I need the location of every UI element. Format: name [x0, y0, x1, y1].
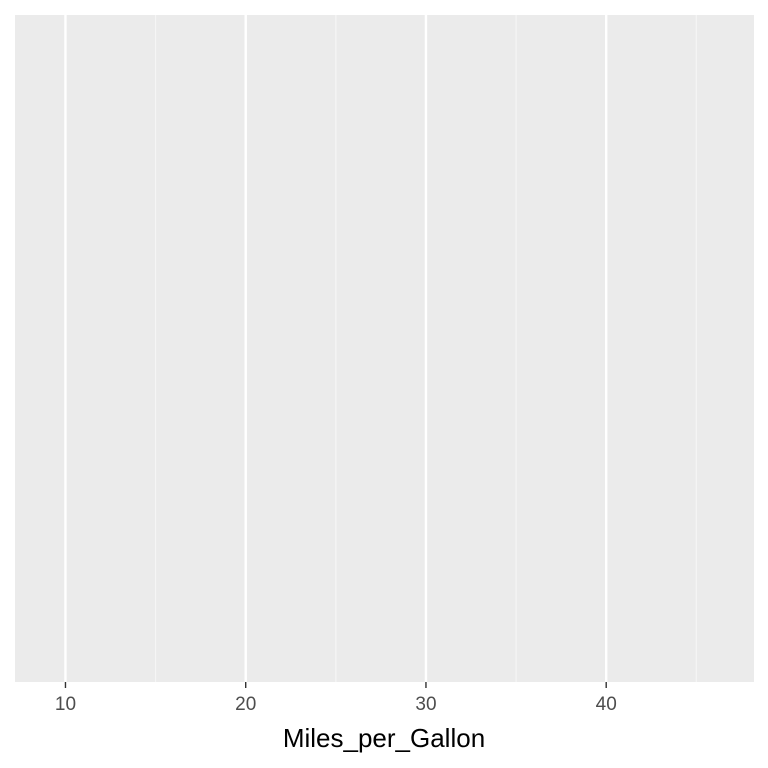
x-tick-label-40: 40 — [596, 694, 617, 715]
x-axis-ticks — [64, 682, 607, 688]
major-gridlines — [64, 15, 608, 682]
x-axis-title: Miles_per_Gallon — [283, 723, 485, 753]
minor-gridlines — [154, 15, 697, 682]
x-tick-label-20: 20 — [235, 694, 256, 715]
x-tick-label-10: 10 — [55, 694, 76, 715]
x-axis-tick-labels: 10 20 30 40 — [55, 694, 617, 715]
plot-panel — [15, 15, 754, 682]
x-tick-label-30: 30 — [415, 694, 436, 715]
